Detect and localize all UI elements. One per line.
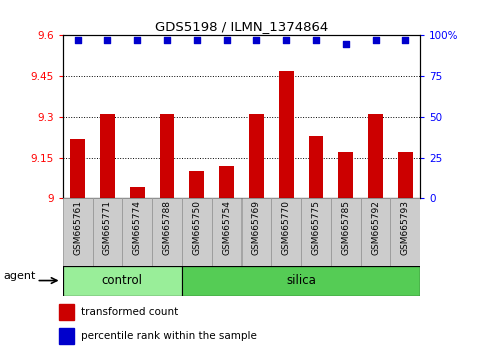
- Text: transformed count: transformed count: [81, 307, 178, 317]
- Text: control: control: [102, 274, 143, 287]
- Bar: [130, 187, 145, 198]
- Point: [401, 38, 409, 43]
- Bar: [212, 198, 242, 266]
- Bar: [59, 328, 74, 344]
- Bar: [361, 198, 390, 266]
- Text: GSM665775: GSM665775: [312, 200, 320, 255]
- Text: GSM665754: GSM665754: [222, 200, 231, 255]
- Point: [372, 38, 380, 43]
- Text: silica: silica: [286, 274, 316, 287]
- Bar: [368, 114, 383, 198]
- Bar: [93, 198, 122, 266]
- Text: GSM665785: GSM665785: [341, 200, 350, 255]
- Text: GSM665793: GSM665793: [401, 200, 410, 255]
- Bar: [279, 71, 294, 198]
- Point: [253, 38, 260, 43]
- Point: [133, 38, 141, 43]
- Bar: [271, 198, 301, 266]
- Bar: [63, 266, 182, 296]
- Text: GSM665770: GSM665770: [282, 200, 291, 255]
- Text: GSM665769: GSM665769: [252, 200, 261, 255]
- Point: [342, 41, 350, 46]
- Bar: [59, 304, 74, 320]
- Bar: [242, 198, 271, 266]
- Text: GSM665788: GSM665788: [163, 200, 171, 255]
- Text: agent: agent: [3, 271, 36, 281]
- Point: [193, 38, 201, 43]
- Text: GSM665792: GSM665792: [371, 200, 380, 255]
- Bar: [398, 152, 413, 198]
- Text: GSM665771: GSM665771: [103, 200, 112, 255]
- Point: [223, 38, 230, 43]
- Bar: [301, 198, 331, 266]
- Bar: [390, 198, 420, 266]
- Bar: [182, 198, 212, 266]
- Point: [74, 38, 82, 43]
- Bar: [219, 166, 234, 198]
- Bar: [63, 198, 93, 266]
- Point: [282, 38, 290, 43]
- Bar: [100, 114, 115, 198]
- Bar: [159, 114, 174, 198]
- Bar: [182, 266, 420, 296]
- Bar: [331, 198, 361, 266]
- Text: GSM665761: GSM665761: [73, 200, 82, 255]
- Point: [104, 38, 112, 43]
- Title: GDS5198 / ILMN_1374864: GDS5198 / ILMN_1374864: [155, 20, 328, 33]
- Bar: [189, 171, 204, 198]
- Bar: [70, 138, 85, 198]
- Point: [163, 38, 171, 43]
- Point: [312, 38, 320, 43]
- Bar: [338, 152, 353, 198]
- Bar: [152, 198, 182, 266]
- Bar: [122, 198, 152, 266]
- Text: percentile rank within the sample: percentile rank within the sample: [81, 331, 256, 341]
- Text: GSM665750: GSM665750: [192, 200, 201, 255]
- Bar: [249, 114, 264, 198]
- Text: GSM665774: GSM665774: [133, 200, 142, 255]
- Bar: [309, 136, 324, 198]
